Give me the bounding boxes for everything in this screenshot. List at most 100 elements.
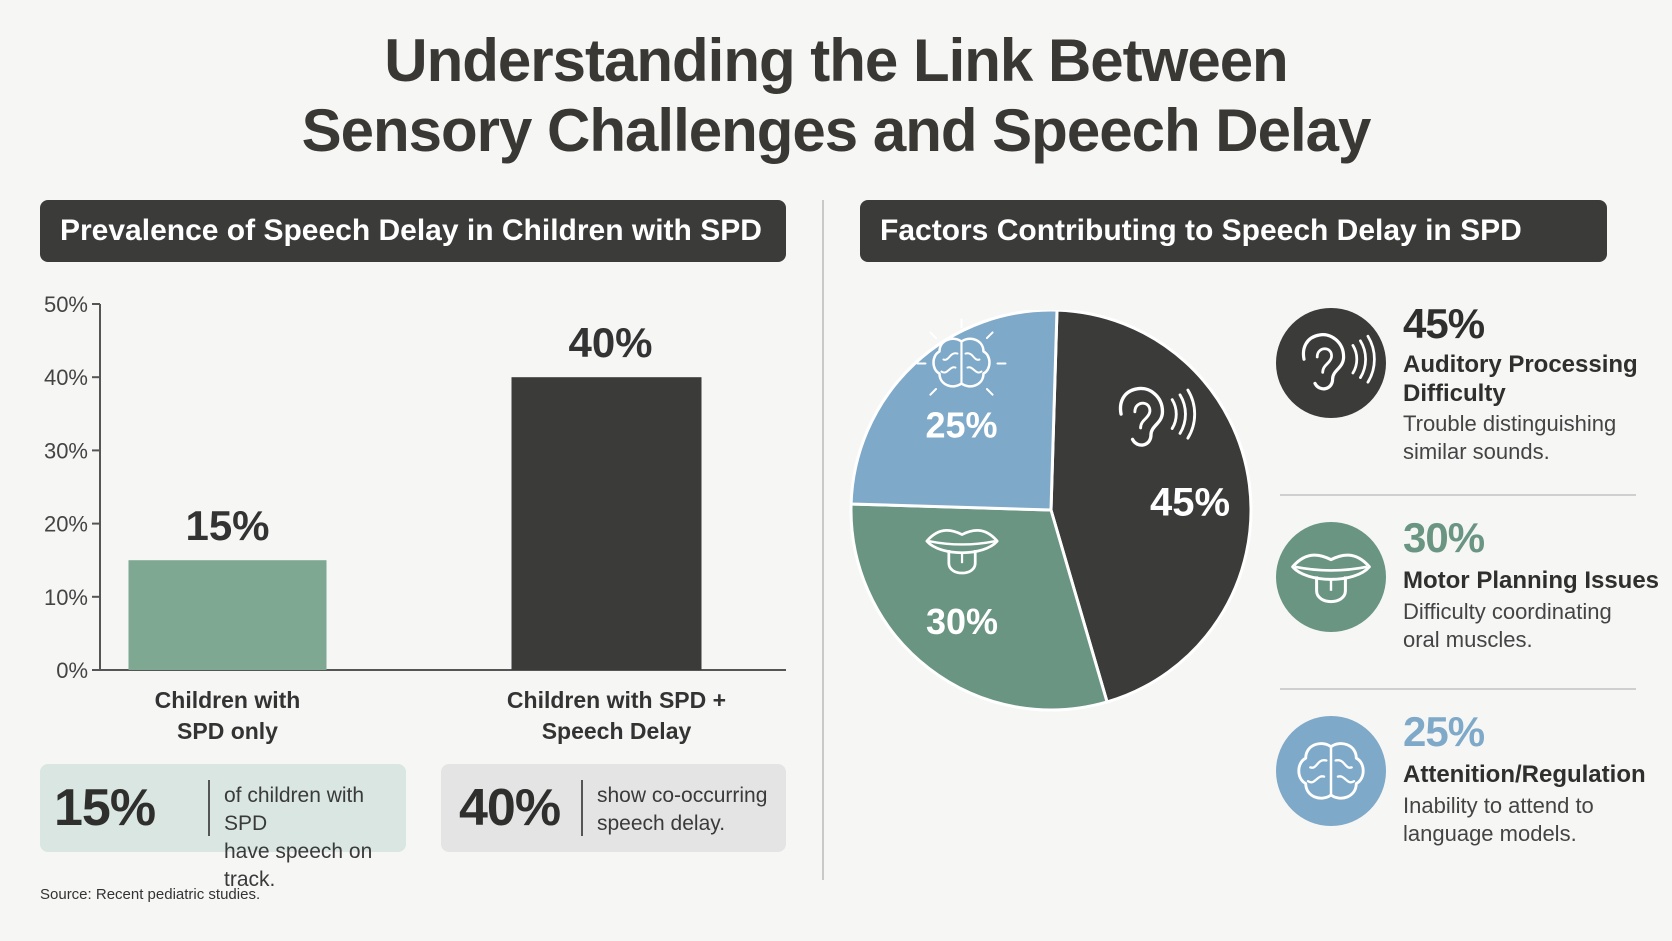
stat-divider [208, 780, 210, 836]
y-tick-label: 20% [44, 512, 88, 537]
factor-desc-line-1: Trouble distinguishing [1403, 411, 1617, 436]
bar-value-label: 15% [185, 502, 269, 549]
factor-desc-line-1: Inability to attend to [1403, 793, 1594, 818]
brain-fold [1309, 759, 1328, 769]
pie-chart: 45% 30% 25% [849, 310, 1253, 712]
stat-divider [581, 780, 583, 836]
sound-wave [1351, 344, 1359, 375]
factor-percent: 45% [1403, 300, 1485, 347]
brain-ray [985, 331, 994, 340]
brain-fold [1336, 775, 1356, 784]
factor-percent: 25% [1403, 708, 1485, 755]
pie-slice-label: 30% [926, 601, 998, 642]
bar [128, 560, 327, 670]
bar [511, 377, 702, 670]
icon-glyph [1301, 333, 1376, 391]
icon-glyph [1297, 742, 1365, 800]
brain-ray [929, 388, 938, 396]
tongue [947, 549, 977, 575]
lips-line [928, 539, 996, 546]
ear-inner [1315, 347, 1333, 374]
brain-fold [1334, 759, 1353, 769]
panel-divider [822, 200, 824, 880]
lips-outline [1291, 553, 1371, 581]
mouth-icon [925, 529, 999, 575]
factor-icon-circle [1276, 716, 1386, 826]
tongue [1315, 576, 1347, 604]
pie-slice [849, 310, 1059, 512]
factor-item-motor: 30% Motor Planning Issues Difficulty coo… [1276, 514, 1666, 658]
brain-fold [1306, 775, 1326, 784]
factor-title: Attenition/Regulation [1403, 760, 1672, 789]
y-tick-label: 0% [56, 658, 88, 683]
pie-slice [849, 502, 1109, 712]
sound-wave [1359, 339, 1367, 379]
factor-desc-line-1: Difficulty coordinating [1403, 599, 1612, 624]
pie-slice-label: 45% [1150, 480, 1230, 524]
lips-line [1294, 565, 1368, 572]
brain-ray [985, 388, 994, 396]
legend-divider [1280, 494, 1636, 496]
brain-outline [932, 337, 991, 388]
x-category-label: Children with [155, 687, 301, 713]
stat-text: of children with SPD have speech on trac… [224, 782, 406, 894]
factor-item-attention: 25% Attenition/Regulation Inability to a… [1276, 708, 1666, 852]
factor-title-line-1: Attenition/Regulation [1403, 761, 1646, 788]
factor-desc-line-2: similar sounds. [1403, 439, 1550, 464]
factor-title-line-2: Difficulty [1403, 380, 1506, 407]
main-title-line-1: Understanding the Link Between [384, 27, 1288, 94]
y-tick-label: 50% [44, 292, 88, 317]
pie-slice [1049, 310, 1253, 704]
ear-outline [1301, 333, 1346, 391]
brain-fold [964, 352, 981, 361]
brain-fold [942, 352, 959, 361]
stat-text-line-2: speech delay. [597, 812, 726, 835]
brain-fold [940, 366, 957, 374]
icon-glyph [1291, 553, 1371, 604]
source-note: Source: Recent pediatric studies. [40, 886, 261, 903]
factor-title: Auditory Processing Difficulty [1403, 350, 1672, 408]
ear-icon [1118, 386, 1197, 447]
ear-outline [1118, 386, 1165, 447]
sound-wave [1366, 334, 1376, 384]
factor-description: Inability to attend to language models. [1403, 792, 1653, 848]
factor-title-line-1: Motor Planning Issues [1403, 567, 1660, 594]
sound-wave [1186, 388, 1197, 440]
stat-text: show co-occurring speech delay. [597, 782, 767, 838]
sound-wave [1170, 398, 1178, 430]
factor-title: Motor Planning Issues [1403, 566, 1672, 595]
bar-chart-header: Prevalence of Speech Delay in Children w… [40, 200, 786, 262]
factor-icon-circle [1276, 308, 1386, 418]
main-title: Understanding the Link Between Sensory C… [0, 26, 1672, 166]
main-title-line-2: Sensory Challenges and Speech Delay [301, 97, 1372, 164]
factor-item-auditory: 45% Auditory Processing Difficulty Troub… [1276, 300, 1666, 476]
y-tick-label: 40% [44, 365, 88, 390]
factor-title-line-1: Auditory Processing [1403, 351, 1638, 378]
stat-box-speech-delay: 40% show co-occurring speech delay. [441, 764, 786, 852]
stat-text-line-2: have speech on track. [224, 840, 373, 891]
stat-box-spd-only: 15% of children with SPD have speech on … [40, 764, 406, 891]
ear-icon [1301, 333, 1376, 391]
mouth-icon [1291, 553, 1371, 604]
bar-value-label: 40% [568, 319, 652, 366]
stat-text-line-1: of children with SPD [224, 784, 365, 835]
brain-icon [1297, 742, 1365, 800]
sound-wave [1178, 393, 1187, 435]
factor-desc-line-2: oral muscles. [1403, 627, 1533, 652]
x-category-label: SPD only [177, 718, 278, 744]
brain-icon [916, 318, 1007, 396]
pie-slice-label: 25% [925, 405, 997, 446]
ear-inner [1133, 401, 1152, 430]
factor-description: Difficulty coordinating oral muscles. [1403, 598, 1653, 654]
pie-chart-header: Factors Contributing to Speech Delay in … [860, 200, 1607, 262]
factor-desc-line-2: language models. [1403, 821, 1577, 846]
stat-value: 40% [459, 779, 561, 837]
stat-text-line-1: show co-occurring [597, 784, 768, 807]
lips-outline [925, 529, 999, 555]
factor-description: Trouble distinguishing similar sounds. [1403, 410, 1653, 466]
legend-divider [1280, 688, 1636, 690]
bar-chart: 0% 10% 20% 30% 40% 50% 15% Children with SPD onl… [44, 292, 786, 744]
x-category-label: Children with SPD + [507, 687, 726, 713]
y-tick-label: 10% [44, 585, 88, 610]
brain-fold [966, 366, 983, 374]
